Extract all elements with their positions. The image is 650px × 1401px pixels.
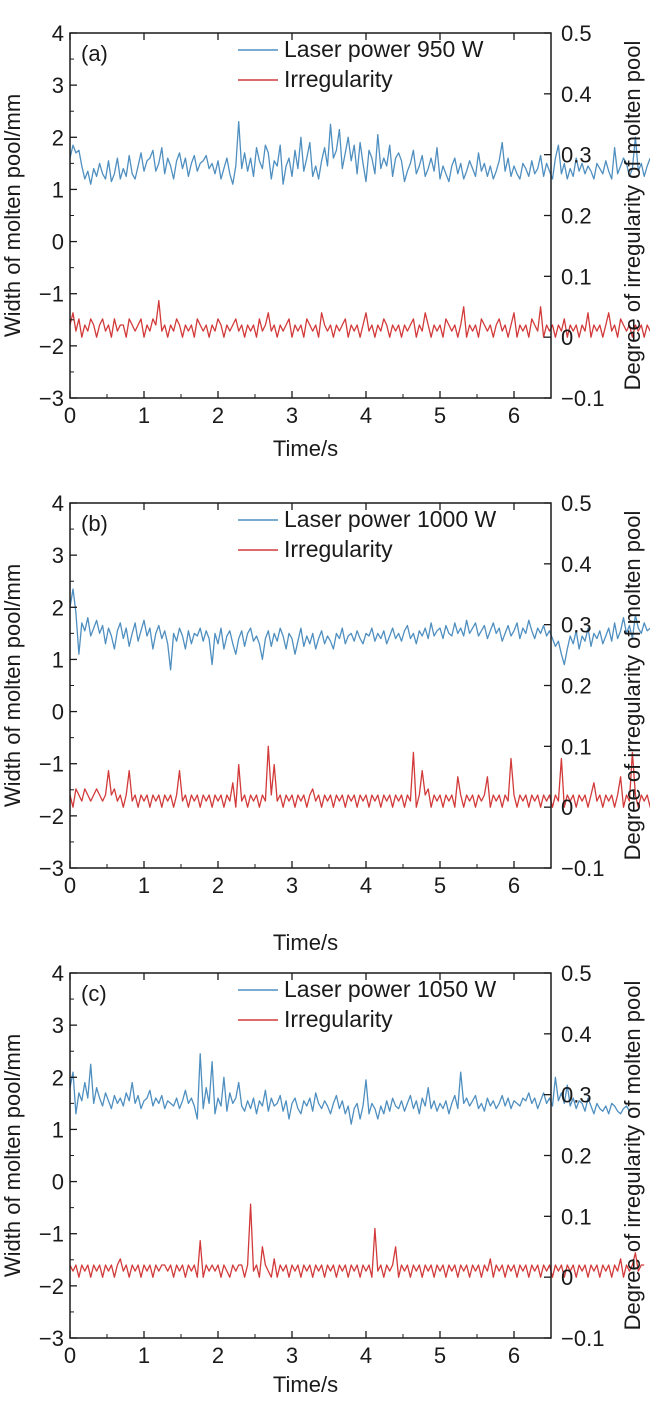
chart-panel-3: 0 1 2 3 4 5 6 −3 −2 −1 0 1 2 3 4 −0.1 0 0.1 0.2 0.3 0.4 0.5 Ti… [0, 961, 645, 1397]
legend-label: Laser power 1050 W [284, 976, 497, 1002]
chart-panel-1: 0 1 2 3 4 5 6 −3 −2 −1 0 1 2 3 4 −0.1 0 0.1 0.2 0.3 0.4 0.5 Ti… [0, 21, 650, 461]
y-left-tick-label: −1 [39, 752, 64, 777]
x-tick-label: 3 [286, 873, 298, 898]
panel-label: (c) [81, 981, 107, 1006]
y-left-tick-label: 3 [52, 73, 64, 98]
y-left-tick-label: 0 [52, 230, 64, 255]
y-right-tick-label: 0.5 [561, 21, 592, 46]
y-left-tick-label: 1 [52, 1117, 64, 1142]
x-tick-label: 6 [508, 1343, 520, 1368]
x-tick-label: 4 [360, 1343, 372, 1368]
x-tick-label: 2 [212, 1343, 224, 1368]
y-left-axis-title: Width of molten pool/mm [0, 564, 25, 807]
y-right-tick-label: 0.2 [561, 674, 592, 699]
y-left-tick-label: 4 [52, 961, 64, 986]
x-tick-label: 0 [64, 1343, 76, 1368]
x-tick-label: 1 [138, 1343, 150, 1368]
irregularity-series-line [69, 745, 650, 808]
y-right-tick-label: 0.2 [561, 204, 592, 229]
y-left-tick-label: −2 [39, 1274, 64, 1299]
y-right-tick-label: −0.1 [561, 386, 604, 411]
y-right-tick-label: 0 [561, 1265, 573, 1290]
y-right-tick-label: 0.2 [561, 1144, 592, 1169]
x-tick-label: 2 [212, 403, 224, 428]
y-right-tick-label: 0 [561, 325, 573, 350]
chart-panel-2: 0 1 2 3 4 5 6 −3 −2 −1 0 1 2 3 4 −0.1 0 0.1 0.2 0.3 0.4 0.5 Ti… [0, 491, 650, 955]
y-right-axis-title: Degree of irregularity of molten pool [620, 511, 645, 861]
x-tick-label: 3 [286, 403, 298, 428]
y-left-tick-label: −3 [39, 386, 64, 411]
y-left-tick-label: 1 [52, 647, 64, 672]
y-left-tick-label: 2 [52, 1065, 64, 1090]
legend-label: Irregularity [284, 66, 393, 92]
y-left-tick-label: −3 [39, 1326, 64, 1351]
legend-label: Laser power 1000 W [284, 506, 497, 532]
x-axis-title: Time/s [273, 930, 338, 955]
x-tick-label: 5 [434, 1343, 446, 1368]
y-left-axis-title: Width of molten pool/mm [0, 1034, 25, 1277]
y-left-tick-label: 3 [52, 543, 64, 568]
y-right-tick-label: 0.5 [561, 491, 592, 516]
y-right-tick-label: 0.4 [561, 82, 592, 107]
y-left-axis-title: Width of molten pool/mm [0, 94, 25, 337]
width-series-line [69, 1053, 633, 1125]
y-right-axis-title: Degree of irregularity of molten pool [620, 981, 645, 1331]
x-tick-label: 1 [138, 403, 150, 428]
x-tick-label: 5 [434, 403, 446, 428]
y-left-tick-label: −1 [39, 1222, 64, 1247]
y-left-tick-label: −2 [39, 804, 64, 829]
irregularity-series-line [69, 1203, 645, 1278]
y-left-tick-label: 2 [52, 595, 64, 620]
y-left-tick-label: 4 [52, 21, 64, 46]
y-right-tick-label: 0.1 [561, 1204, 592, 1229]
y-right-tick-label: 0.1 [561, 734, 592, 759]
x-tick-label: 4 [360, 403, 372, 428]
legend-label: Irregularity [284, 536, 393, 562]
y-right-tick-label: 0.5 [561, 961, 592, 986]
x-tick-label: 2 [212, 873, 224, 898]
x-tick-label: 6 [508, 873, 520, 898]
legend-label: Laser power 950 W [284, 36, 484, 62]
y-right-tick-label: 0.4 [561, 552, 592, 577]
y-left-tick-label: 1 [52, 177, 64, 202]
x-tick-label: 4 [360, 873, 372, 898]
y-left-tick-label: 0 [52, 700, 64, 725]
x-axis-title: Time/s [273, 1372, 338, 1397]
x-axis-title: Time/s [273, 436, 338, 461]
panel-label: (a) [81, 41, 108, 66]
legend-label: Irregularity [284, 1006, 393, 1032]
y-right-tick-label: 0.4 [561, 1022, 592, 1047]
x-tick-label: 0 [64, 873, 76, 898]
y-left-tick-label: −1 [39, 282, 64, 307]
y-left-tick-label: −2 [39, 334, 64, 359]
y-right-tick-label: 0.3 [561, 1083, 592, 1108]
y-right-tick-label: 0.3 [561, 613, 592, 638]
x-tick-label: 0 [64, 403, 76, 428]
y-left-tick-label: 2 [52, 125, 64, 150]
y-right-axis-title: Degree of irregularity of molten pool [620, 41, 645, 391]
panel-label: (b) [81, 511, 108, 536]
x-tick-label: 6 [508, 403, 520, 428]
y-right-tick-label: 0.1 [561, 264, 592, 289]
width-series-line [69, 120, 650, 185]
y-right-tick-label: −0.1 [561, 1326, 604, 1351]
width-series-line [69, 588, 650, 671]
x-tick-label: 1 [138, 873, 150, 898]
y-left-tick-label: 0 [52, 1170, 64, 1195]
y-right-tick-label: 0.3 [561, 143, 592, 168]
x-tick-label: 5 [434, 873, 446, 898]
y-right-tick-label: 0 [561, 795, 573, 820]
y-right-tick-label: −0.1 [561, 856, 604, 881]
y-left-tick-label: 3 [52, 1013, 64, 1038]
y-left-tick-label: −3 [39, 856, 64, 881]
irregularity-series-line [69, 300, 650, 338]
y-left-tick-label: 4 [52, 491, 64, 516]
x-tick-label: 3 [286, 1343, 298, 1368]
